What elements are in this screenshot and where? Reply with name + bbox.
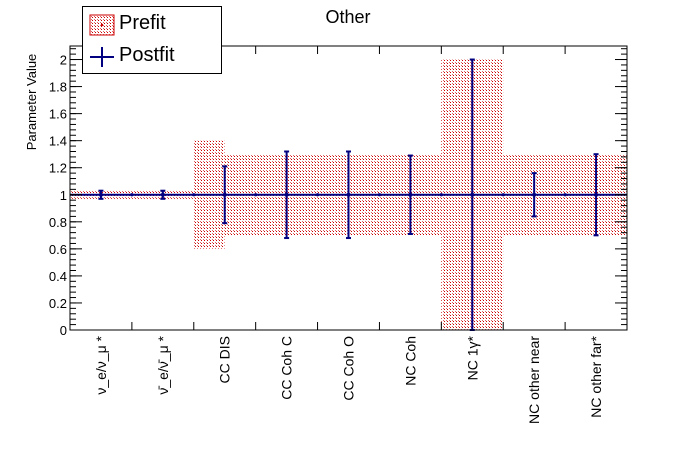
- postfit-point: [407, 154, 413, 235]
- y-tick-label: 1: [60, 188, 67, 203]
- legend-entry-postfit: Postfit: [83, 42, 221, 72]
- postfit-point: [593, 153, 599, 237]
- y-tick-label: 1.6: [49, 107, 67, 122]
- x-tick-label: NC other far*: [588, 335, 604, 417]
- postfit-gap-marker: [377, 193, 382, 197]
- postfit-gap-marker: [254, 193, 258, 197]
- y-tick-label: 2: [60, 53, 67, 68]
- postfit-swatch-icon: [90, 47, 114, 67]
- legend-entry-prefit: Prefit: [83, 10, 221, 40]
- legend: Prefit Postfit: [82, 6, 222, 74]
- x-tick-label: ν_e/ν_μ *: [93, 335, 109, 394]
- postfit-gap-marker: [130, 193, 134, 197]
- postfit-gap-marker: [563, 193, 567, 197]
- postfit-gap-marker: [501, 193, 505, 197]
- postfit-point: [222, 165, 228, 225]
- chart-title: Other: [325, 7, 370, 27]
- y-tick-label: 0.4: [49, 269, 67, 284]
- x-tick-label: NC other near: [526, 336, 542, 424]
- y-tick-labels: 0 0.2 0.4 0.6 0.8 1 1.2 1.4 1.6 1.8 2: [49, 48, 627, 338]
- y-tick-label: 0: [60, 323, 67, 338]
- x-tick-label: ν̄_e/ν̄_μ *: [155, 335, 171, 394]
- x-tick-label: CC Coh O: [341, 336, 357, 401]
- postfit-points-group: [70, 58, 627, 331]
- y-tick-label: 0.8: [49, 215, 67, 230]
- postfit-gap-marker: [315, 193, 320, 197]
- x-tick-label: CC DIS: [217, 336, 233, 383]
- y-tick-label: 0.2: [49, 296, 67, 311]
- y-axis-label: Parameter Value: [24, 54, 39, 151]
- x-tick-label: CC Coh C: [279, 336, 295, 400]
- x-tick-labels: ν_e/ν_μ * ν̄_e/ν̄_μ * CC DIS CC Coh C CC Coh…: [69, 46, 628, 424]
- postfit-point: [98, 189, 104, 200]
- postfit-gap-marker: [439, 193, 443, 197]
- y-tick-label: 1.2: [49, 161, 67, 176]
- y-tick-label: 1.4: [49, 134, 67, 149]
- x-tick-label: NC Coh: [402, 336, 418, 386]
- postfit-point: [531, 172, 537, 218]
- prefit-swatch-icon: [89, 14, 115, 36]
- postfit-point: [284, 150, 290, 240]
- postfit-point: [346, 150, 351, 240]
- legend-label-postfit: Postfit: [119, 44, 175, 66]
- postfit-point: [160, 189, 166, 200]
- postfit-gap-marker: [192, 193, 196, 197]
- x-tick-label: NC 1γ*: [464, 335, 480, 380]
- y-tick-label: 0.6: [49, 242, 67, 257]
- legend-label-prefit: Prefit: [119, 12, 166, 34]
- plot-frame: [69, 45, 628, 331]
- y-tick-label: 1.8: [49, 80, 67, 95]
- axes: [69, 45, 628, 331]
